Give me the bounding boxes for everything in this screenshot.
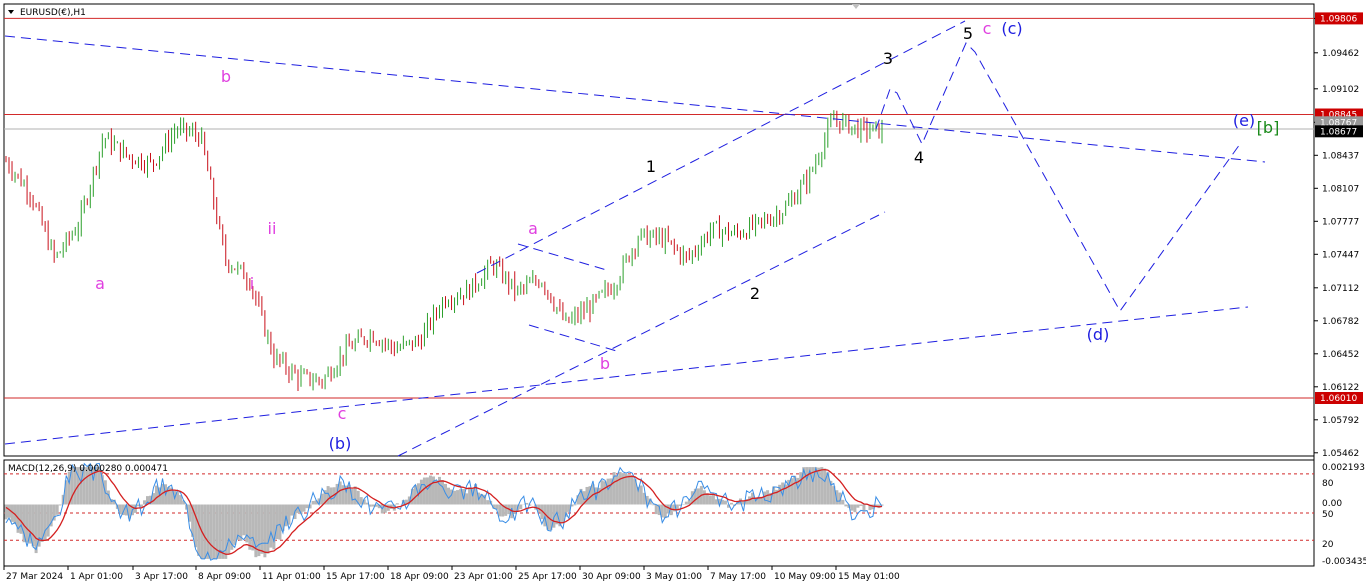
trend-line[interactable]	[397, 211, 886, 457]
price-tick-label: 1.09102	[1322, 85, 1359, 95]
chart-menu-arrow-icon[interactable]	[8, 10, 14, 14]
price-tick-label: 1.09462	[1322, 49, 1359, 59]
price-label-text: 1.09806	[1320, 14, 1357, 24]
macd-axis-label: 20	[1322, 540, 1334, 550]
wave-label: ii	[268, 219, 277, 238]
macd-label: MACD(12,26,9) 0.000280 0.000471	[8, 464, 168, 474]
wave-label: (c)	[1001, 19, 1022, 38]
price-label-text: 1.08677	[1320, 127, 1357, 137]
macd-axis-label: 0.00	[1322, 499, 1342, 509]
wave-label: a	[95, 274, 105, 293]
wave-label: 2	[750, 284, 760, 303]
macd-main-line	[5, 462, 883, 561]
time-tick-label: 3 May 01:00	[646, 572, 702, 582]
trend-line[interactable]	[476, 20, 966, 274]
price-tick-label: 1.08437	[1322, 151, 1359, 161]
chart-shift-icon[interactable]	[852, 4, 860, 9]
wave-label: b	[600, 354, 610, 373]
trend-line[interactable]	[4, 306, 1249, 445]
time-tick-label: 27 Mar 2024	[6, 572, 63, 582]
price-tick-label: 1.06452	[1322, 350, 1359, 360]
time-tick-label: 8 Apr 09:00	[198, 572, 251, 582]
trend-line[interactable]	[4, 35, 1266, 163]
wave-label: c	[338, 404, 347, 423]
price-tick-label: 1.05462	[1322, 449, 1359, 459]
time-tick-label: 15 Apr 17:00	[326, 572, 385, 582]
wave-projection-path[interactable]	[875, 42, 1241, 312]
wave-label: (d)	[1087, 325, 1110, 344]
macd-axis-label: 80	[1322, 479, 1334, 489]
price-tick-label: 1.05792	[1322, 416, 1359, 426]
wave-label: b	[221, 67, 231, 86]
macd-axis-label: 50	[1322, 510, 1334, 520]
price-label-box	[1315, 125, 1363, 138]
time-tick-label: 3 Apr 17:00	[135, 572, 188, 582]
symbol-title: EURUSD(€),H1	[20, 8, 86, 18]
time-tick-label: 25 Apr 17:00	[518, 572, 577, 582]
wave-label: (e)	[1233, 111, 1255, 130]
candles-group	[5, 110, 883, 392]
time-tick-label: 30 Apr 09:00	[582, 572, 641, 582]
wave-label: 4	[914, 148, 924, 167]
time-tick-label: 7 May 17:00	[710, 572, 766, 582]
price-tick-label: 1.06782	[1322, 317, 1359, 327]
wave-label: c	[983, 19, 992, 38]
price-tick-label: 1.07447	[1322, 250, 1359, 260]
price-tick-label: 1.08107	[1322, 184, 1359, 194]
wave-label: (b)	[329, 434, 352, 453]
time-tick-label: 11 Apr 01:00	[262, 572, 321, 582]
time-tick-label: 15 May 01:00	[838, 572, 900, 582]
price-tick-label: 1.07112	[1322, 284, 1359, 294]
time-tick-label: 18 Apr 09:00	[390, 572, 449, 582]
price-label-text: 1.08845	[1320, 111, 1357, 121]
macd-axis-label: 0.002193	[1322, 463, 1365, 473]
wave-label: 3	[883, 49, 893, 68]
price-label-text: 1.06010	[1320, 394, 1357, 404]
time-tick-label: 1 Apr 01:00	[70, 572, 123, 582]
price-tick-label: 1.06122	[1322, 383, 1359, 393]
wave-label: i	[250, 274, 254, 293]
price-label-text: 1.08767	[1320, 118, 1357, 128]
wave-label: 1	[646, 157, 656, 176]
wave-label: [b]	[1257, 118, 1280, 137]
wave-label: a	[528, 219, 538, 238]
macd-pane	[4, 462, 1314, 561]
time-tick-label: 10 May 09:00	[774, 572, 836, 582]
time-tick-label: 23 Apr 01:00	[454, 572, 513, 582]
price-label-box	[1315, 392, 1363, 404]
price-label-box	[1315, 12, 1363, 25]
price-tick-label: 1.07777	[1322, 217, 1359, 227]
wave-label: 5	[963, 24, 973, 43]
macd-signal-line	[5, 468, 883, 555]
macd-axis-label: -0.003435	[1322, 557, 1366, 567]
